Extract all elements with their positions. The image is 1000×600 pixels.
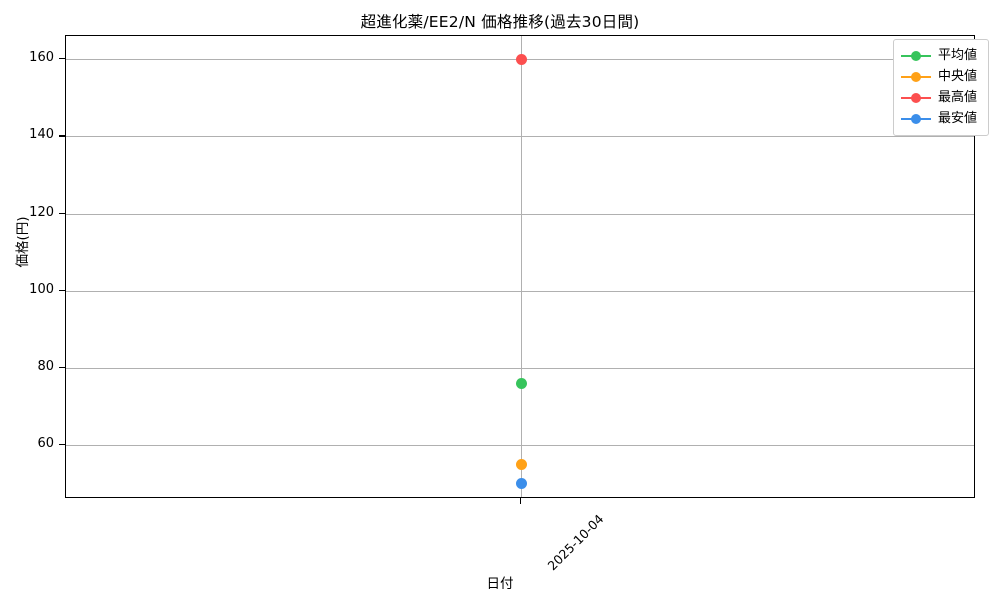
gridline-horizontal — [66, 290, 974, 292]
legend-label: 最安値 — [938, 110, 978, 126]
y-axis-tick-mark — [59, 289, 65, 291]
y-axis-tick-mark — [59, 135, 65, 137]
gridline-horizontal — [66, 367, 974, 369]
x-axis-label: 日付 — [486, 576, 514, 592]
data-point-marker — [515, 458, 527, 470]
legend-label: 最高値 — [938, 89, 978, 105]
y-axis-tick-mark — [59, 366, 65, 369]
legend-marker-icon — [901, 92, 931, 104]
y-axis-tick-label: 140 — [29, 127, 54, 143]
plot-area — [65, 35, 975, 498]
y-axis-tick-label: 100 — [29, 281, 54, 297]
x-axis-tick-label: 2025-10-04 — [544, 511, 607, 574]
legend-item-1[interactable]: 平均値 — [901, 45, 981, 66]
y-axis-tick-label: 60 — [37, 436, 54, 451]
chart-legend[interactable]: 平均値中央値最高値最安値 — [893, 39, 989, 136]
legend-dot-icon — [911, 92, 921, 103]
y-axis-tick-label: 120 — [29, 204, 54, 220]
gridline-horizontal — [66, 445, 974, 446]
legend-label: 平均値 — [938, 47, 978, 63]
gridline-vertical — [521, 36, 522, 497]
x-axis-tick-mark — [520, 498, 522, 504]
legend-marker-icon — [901, 113, 931, 125]
y-axis-tick-label: 80 — [37, 358, 54, 374]
legend-item-2[interactable]: 中央値 — [901, 66, 981, 87]
legend-item-3[interactable]: 最高値 — [901, 87, 981, 108]
legend-dot-icon — [911, 71, 921, 82]
data-point-marker — [515, 377, 527, 389]
y-axis-tick-mark — [59, 444, 65, 446]
chart-title: 超進化薬/EE2/N 価格推移(過去30日間) — [360, 13, 640, 31]
data-point-marker — [515, 478, 527, 490]
gridline-horizontal — [66, 213, 974, 215]
y-axis-tick-label: 160 — [29, 50, 54, 66]
data-point-marker — [515, 53, 527, 65]
legend-marker-icon — [901, 71, 931, 83]
legend-marker-icon — [901, 50, 931, 62]
y-axis-tick-mark — [59, 58, 65, 60]
y-axis-tick-mark — [59, 212, 65, 214]
gridline-horizontal — [66, 136, 974, 138]
legend-label: 中央値 — [938, 68, 978, 84]
legend-dot-icon — [911, 50, 921, 61]
legend-dot-icon — [911, 113, 921, 124]
legend-item-4[interactable]: 最安値 — [901, 108, 981, 129]
